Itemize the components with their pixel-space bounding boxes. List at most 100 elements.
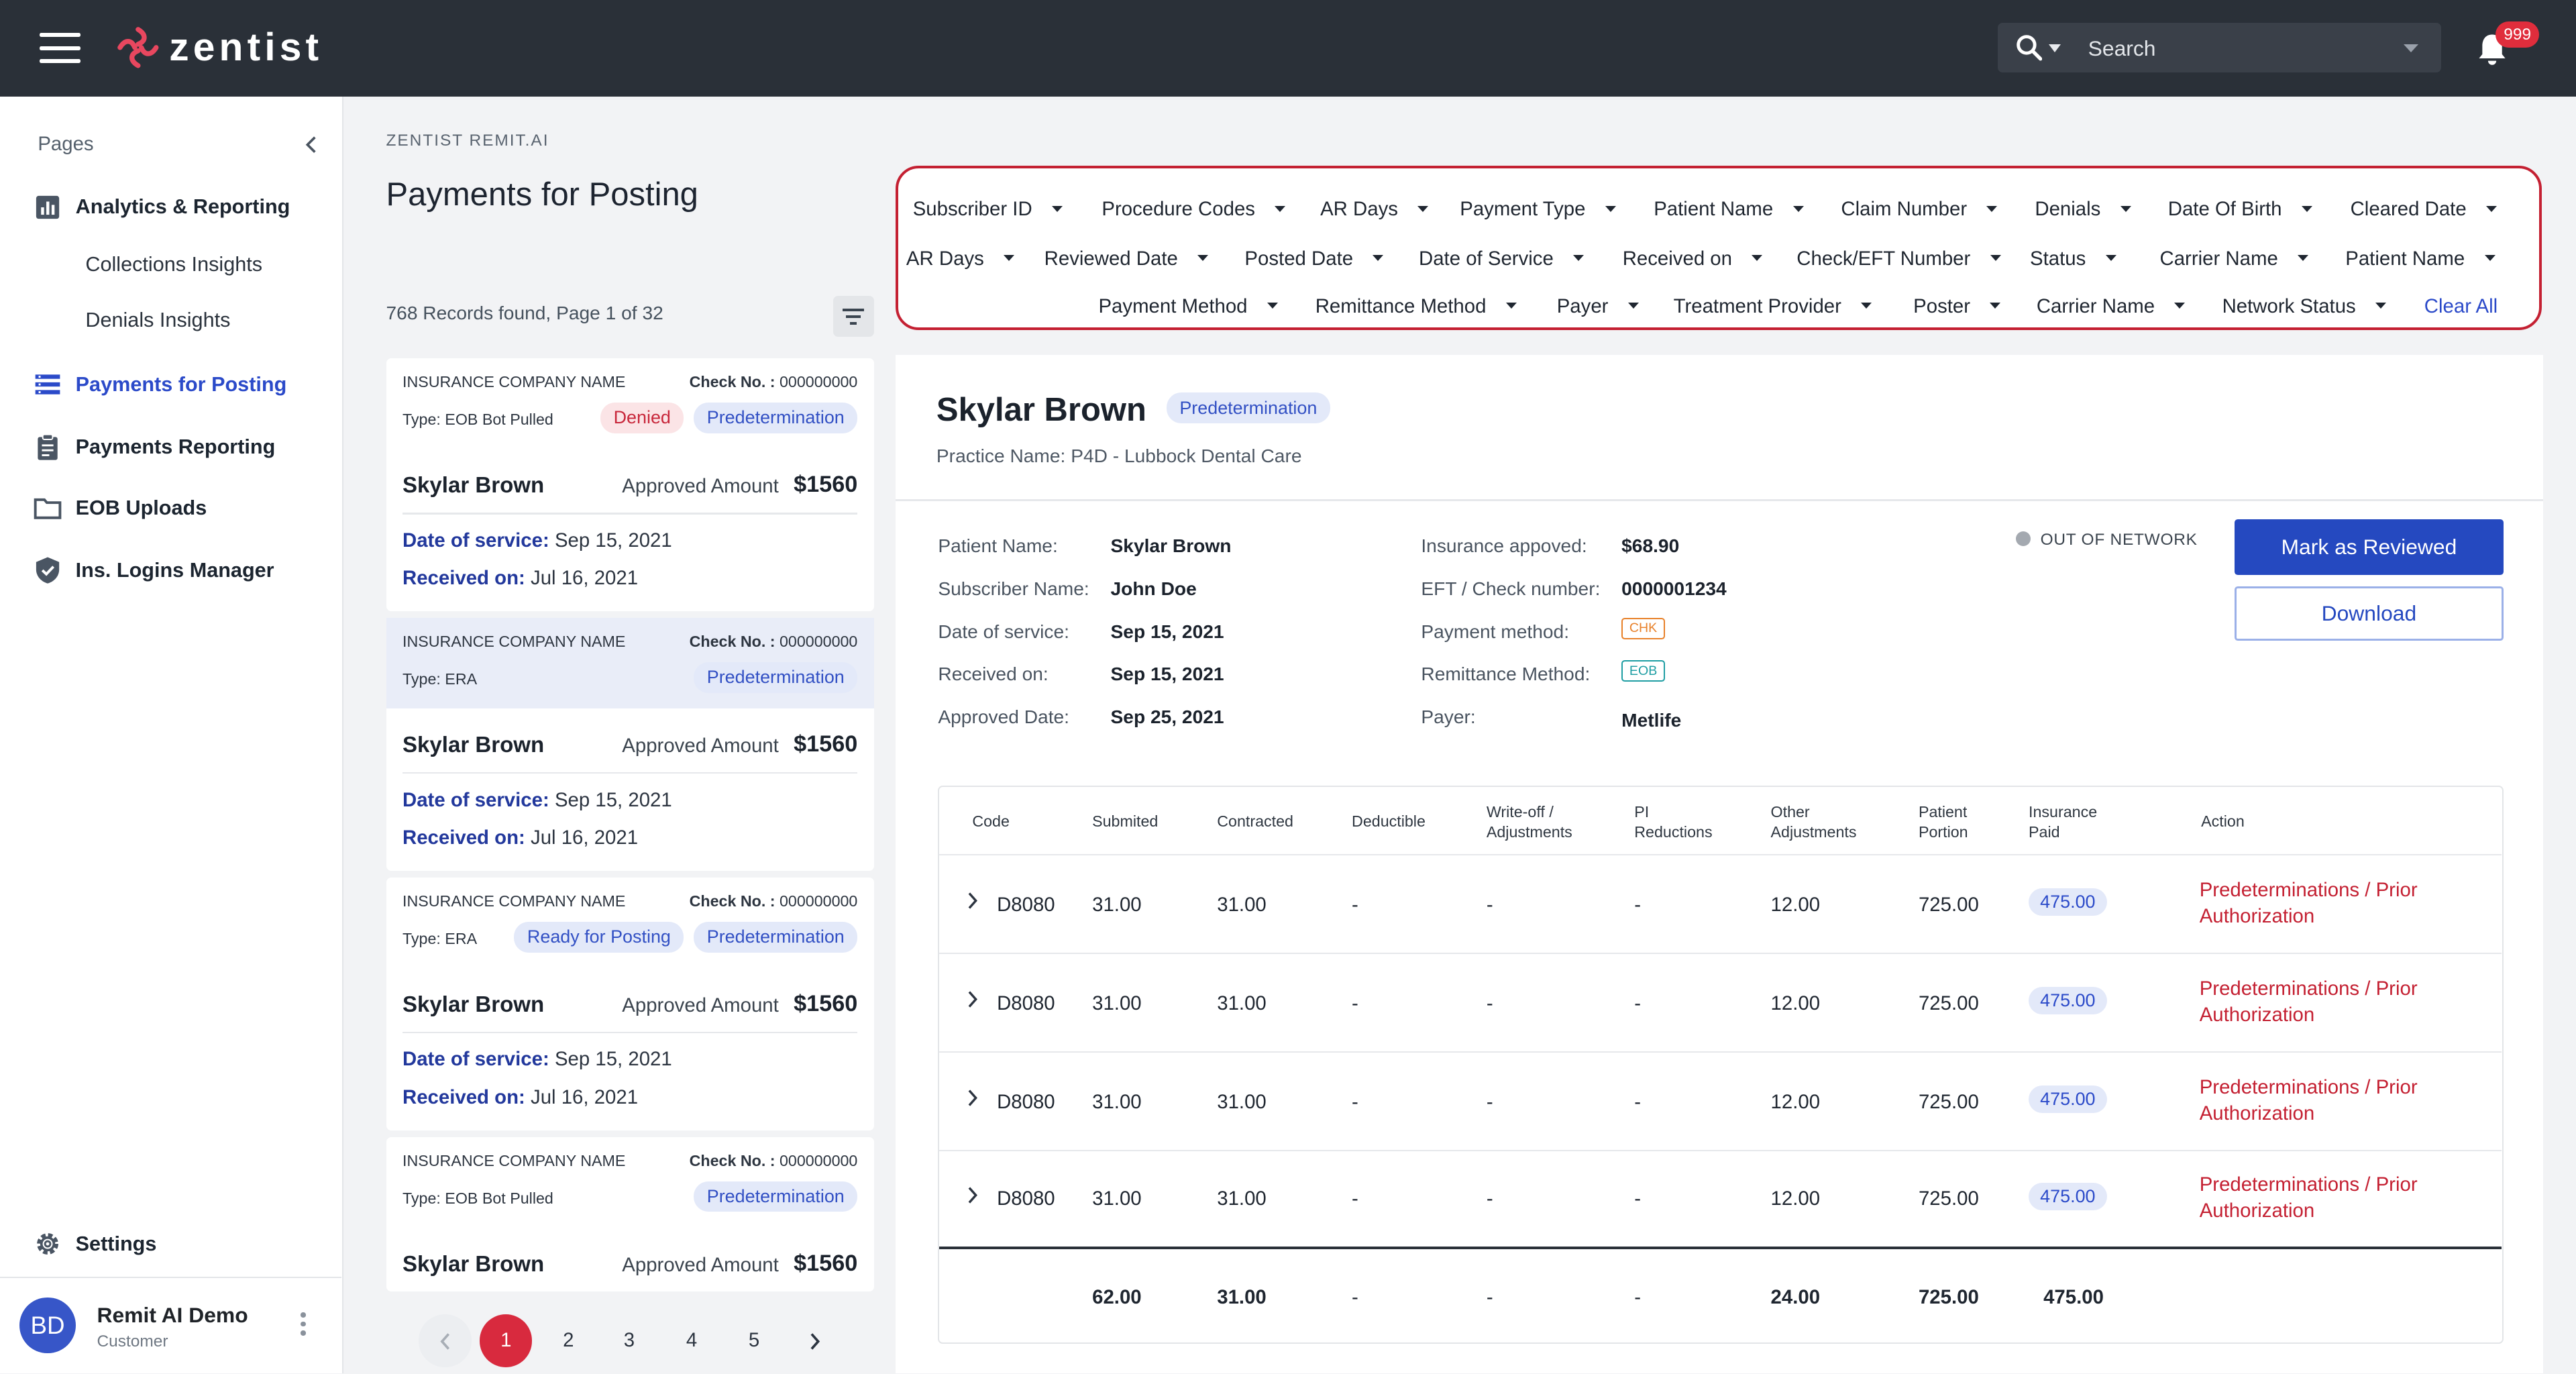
chevron-down-icon — [1627, 303, 1639, 309]
filter-carrier-name[interactable]: Carrier Name — [2160, 248, 2309, 270]
pagination-page-5[interactable]: 5 — [748, 1329, 760, 1352]
column-header: Contracted — [1217, 812, 1293, 831]
payment-card[interactable]: INSURANCE COMPANY NAME Check No. : 00000… — [386, 1137, 874, 1291]
filter-toggle-button[interactable] — [833, 295, 874, 337]
approved-amount-label: Approved Amount — [622, 474, 779, 497]
filter-icon — [843, 309, 865, 312]
field-label: Approved Date: — [938, 706, 1070, 728]
page-title: Payments for Posting — [386, 176, 698, 213]
filter-poster[interactable]: Poster — [1913, 295, 2001, 318]
search-scope-caret-icon[interactable] — [2048, 44, 2061, 52]
filter-procedure-codes[interactable]: Procedure Codes — [1102, 198, 1286, 221]
filter-check-eft-number[interactable]: Check/EFT Number — [1796, 248, 2001, 270]
pagination-prev-button[interactable] — [419, 1314, 472, 1367]
chevron-right-icon — [810, 1333, 820, 1350]
status-badge-predetermination: Predetermination — [694, 921, 858, 953]
sidebar-item-payments-reporting[interactable]: Payments Reporting — [0, 427, 341, 467]
gear-icon — [37, 1232, 58, 1255]
sidebar-item-payments-for-posting[interactable]: Payments for Posting — [0, 365, 341, 405]
bar-chart-icon — [36, 195, 60, 219]
pagination-page-2[interactable]: 2 — [563, 1329, 574, 1352]
field-value: Skylar Brown — [1110, 535, 1232, 557]
filter-ar-days-2[interactable]: AR Days — [906, 248, 1015, 270]
filter-payment-type[interactable]: Payment Type — [1460, 198, 1616, 221]
filter-payment-method[interactable]: Payment Method — [1098, 295, 1278, 318]
column-header: Action — [2201, 812, 2245, 831]
search-input[interactable]: Search — [2088, 36, 2156, 60]
logo-text[interactable]: zentist — [169, 25, 323, 69]
search-box[interactable]: Search — [1997, 23, 2442, 72]
action-link[interactable]: Predeterminations / Prior Authorization — [2199, 977, 2418, 1026]
avatar[interactable]: BD — [19, 1298, 76, 1354]
filter-status[interactable]: Status — [2030, 248, 2116, 270]
column-header: Other Adjustments — [1770, 802, 1857, 841]
filter-denials[interactable]: Denials — [2035, 198, 2131, 221]
column-header: Insurance Paid — [2029, 802, 2098, 841]
filter-carrier-name-2[interactable]: Carrier Name — [2037, 295, 2186, 318]
action-link[interactable]: Predeterminations / Prior Authorization — [2199, 1076, 2418, 1125]
chevron-right-icon[interactable] — [966, 892, 979, 910]
chevron-down-icon — [2301, 205, 2312, 212]
field-value: Metlife — [1621, 709, 1682, 731]
sidebar-item-denials-insights[interactable]: Denials Insights — [0, 301, 341, 340]
download-button[interactable]: Download — [2234, 586, 2504, 641]
chevron-right-icon[interactable] — [966, 1089, 979, 1107]
filter-received-on[interactable]: Received on — [1623, 248, 1763, 270]
search-dropdown-caret-icon[interactable] — [2403, 44, 2418, 52]
filter-payer[interactable]: Payer — [1557, 295, 1639, 318]
status-badge-ready-for-posting: Ready for Posting — [514, 921, 684, 953]
payment-method-badge: CHK — [1621, 617, 1666, 639]
field-value: Sep 15, 2021 — [1110, 621, 1224, 642]
pagination-page-4[interactable]: 4 — [686, 1329, 698, 1352]
pagination-page-3[interactable]: 3 — [623, 1329, 635, 1352]
filter-patient-name-2[interactable]: Patient Name — [2345, 248, 2496, 270]
action-link[interactable]: Predeterminations / Prior Authorization — [2199, 1173, 2418, 1222]
date-of-service: Date of service: Sep 15, 2021 — [402, 1048, 672, 1071]
chevron-right-icon[interactable] — [966, 1186, 979, 1204]
sidebar-item-analytics-reporting[interactable]: Analytics & Reporting — [0, 187, 341, 227]
user-role: Customer — [97, 1332, 168, 1351]
clear-all-link[interactable]: Clear All — [2424, 295, 2498, 317]
field-label: Date of service: — [938, 621, 1069, 642]
sidebar-item-collections-insights[interactable]: Collections Insights — [0, 245, 341, 284]
payment-card[interactable]: INSURANCE COMPANY NAME Check No. : 00000… — [386, 877, 874, 1130]
chevron-down-icon — [1605, 205, 1616, 212]
sidebar-item-ins-logins-manager[interactable]: Ins. Logins Manager — [0, 550, 341, 590]
sidebar-item-eob-uploads[interactable]: EOB Uploads — [0, 488, 341, 527]
menu-icon[interactable] — [39, 32, 80, 64]
field-label: Remittance Method: — [1421, 664, 1591, 685]
filter-patient-name[interactable]: Patient Name — [1654, 198, 1804, 221]
chevron-down-icon — [2174, 303, 2186, 309]
filter-subscriber-id[interactable]: Subscriber ID — [913, 198, 1063, 221]
sidebar-item-settings[interactable]: Settings — [0, 1224, 341, 1263]
sidebar-item-label: Collections Insights — [85, 253, 263, 276]
collapse-sidebar-icon[interactable] — [303, 135, 319, 154]
action-link[interactable]: Predeterminations / Prior Authorization — [2199, 879, 2418, 928]
filter-date-of-service[interactable]: Date of Service — [1419, 248, 1585, 270]
filter-date-of-birth[interactable]: Date Of Birth — [2168, 198, 2312, 221]
payment-card[interactable]: INSURANCE COMPANY NAME Check No. : 00000… — [386, 617, 874, 871]
filter-reviewed-date[interactable]: Reviewed Date — [1044, 248, 1209, 270]
check-number: Check No. : 000000000 — [689, 1151, 858, 1169]
chevron-down-icon — [1986, 205, 1998, 212]
filter-network-status[interactable]: Network Status — [2222, 295, 2387, 318]
insurance-paid-badge: 475.00 — [2029, 888, 2107, 916]
search-icon — [2017, 35, 2043, 61]
remittance-method-badge: EOB — [1621, 660, 1666, 682]
pagination-page-1[interactable]: 1 — [480, 1314, 533, 1367]
filter-treatment-provider[interactable]: Treatment Provider — [1674, 295, 1872, 318]
check-number: Check No. : 000000000 — [689, 632, 858, 650]
filter-cleared-date[interactable]: Cleared Date — [2351, 198, 2498, 221]
column-header: Submited — [1092, 812, 1159, 831]
more-options-icon[interactable] — [301, 1312, 307, 1338]
filter-remittance-method[interactable]: Remittance Method — [1316, 295, 1517, 318]
filter-posted-date[interactable]: Posted Date — [1244, 248, 1384, 270]
filter-ar-days[interactable]: AR Days — [1320, 198, 1429, 221]
user-profile[interactable]: BD Remit AI Demo Customer — [0, 1276, 342, 1373]
pagination-next-button[interactable] — [789, 1314, 841, 1367]
check-number: Check No. : 000000000 — [689, 372, 858, 390]
filter-claim-number[interactable]: Claim Number — [1841, 198, 1998, 221]
mark-as-reviewed-button[interactable]: Mark as Reviewed — [2234, 519, 2504, 576]
chevron-right-icon[interactable] — [966, 990, 979, 1008]
payment-card[interactable]: INSURANCE COMPANY NAME Check No. : 00000… — [386, 358, 874, 612]
